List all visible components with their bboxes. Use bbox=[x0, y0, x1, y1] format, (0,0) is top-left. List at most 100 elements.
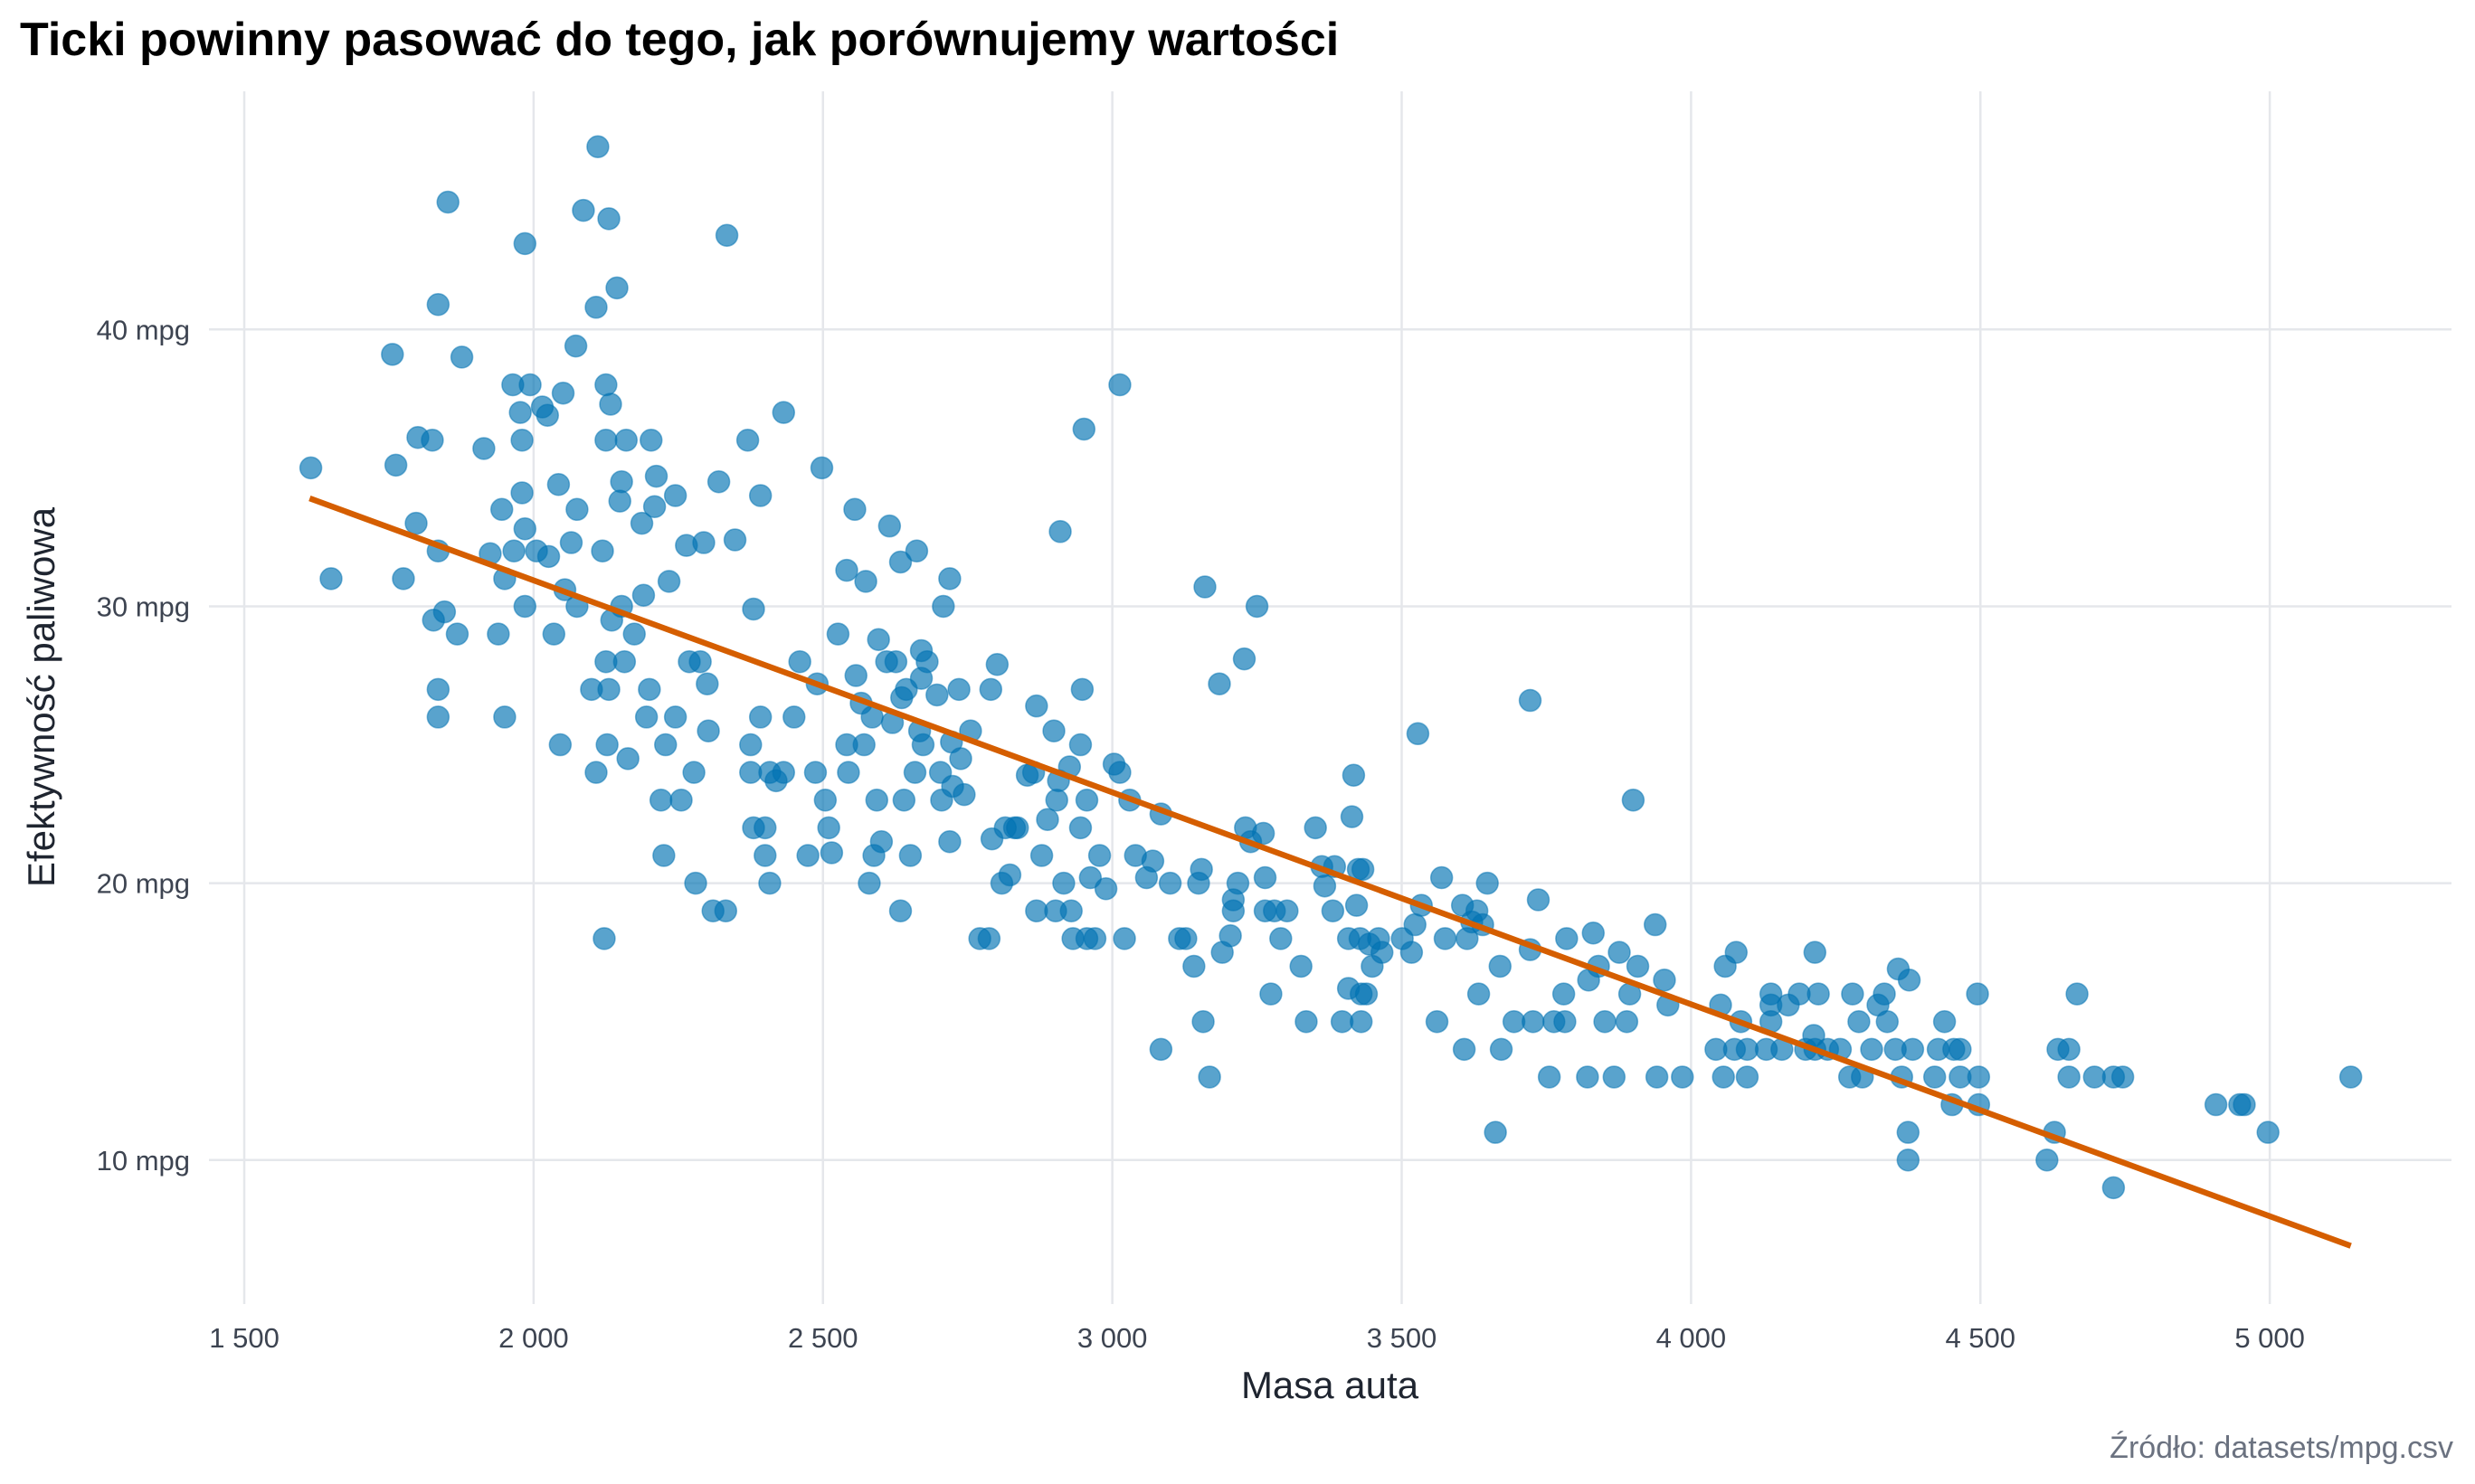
data-point bbox=[953, 782, 976, 807]
data-point bbox=[1488, 954, 1512, 978]
data-point bbox=[1313, 874, 1337, 898]
data-point bbox=[510, 429, 534, 452]
data-point bbox=[1219, 924, 1242, 948]
data-point bbox=[1553, 1009, 1577, 1034]
data-point bbox=[938, 567, 962, 591]
data-point bbox=[594, 373, 618, 397]
data-point bbox=[1403, 912, 1427, 937]
data-point bbox=[612, 649, 637, 674]
data-point bbox=[2110, 1065, 2135, 1089]
data-point bbox=[1602, 1065, 1626, 1089]
data-point bbox=[1108, 373, 1132, 397]
data-point bbox=[788, 649, 811, 674]
data-point bbox=[869, 829, 894, 854]
data-point bbox=[1873, 982, 1896, 1006]
data-point bbox=[404, 511, 428, 535]
data-point bbox=[593, 927, 616, 950]
data-point bbox=[905, 539, 929, 562]
data-point bbox=[877, 514, 902, 538]
data-point bbox=[1949, 1037, 1972, 1062]
data-point bbox=[616, 747, 640, 770]
data-point bbox=[888, 550, 913, 574]
data-point bbox=[1712, 1065, 1735, 1089]
data-point bbox=[884, 649, 908, 674]
data-point bbox=[1593, 1009, 1617, 1034]
data-point bbox=[299, 456, 323, 480]
data-point bbox=[1615, 1009, 1639, 1034]
data-point bbox=[852, 733, 876, 757]
data-point bbox=[858, 871, 881, 895]
data-point bbox=[502, 539, 526, 562]
data-point bbox=[1967, 1065, 1991, 1089]
data-point bbox=[1141, 849, 1165, 873]
data-point bbox=[1193, 575, 1217, 599]
data-point bbox=[1537, 1065, 1561, 1089]
data-point bbox=[640, 429, 663, 452]
data-point bbox=[1484, 1120, 1507, 1144]
data-point bbox=[597, 207, 621, 231]
data-point bbox=[1070, 677, 1095, 702]
data-point bbox=[1466, 982, 1491, 1006]
data-point bbox=[1048, 520, 1072, 544]
data-point bbox=[1526, 888, 1550, 912]
data-point bbox=[594, 429, 618, 452]
data-point bbox=[985, 653, 1010, 676]
data-point bbox=[1576, 1065, 1599, 1089]
data-point bbox=[1113, 927, 1136, 950]
data-point bbox=[599, 392, 622, 416]
data-point bbox=[715, 223, 739, 247]
data-point bbox=[1289, 954, 1313, 978]
data-point bbox=[735, 429, 760, 452]
data-point bbox=[1932, 1009, 1957, 1034]
data-point bbox=[1149, 1037, 1173, 1062]
data-point bbox=[1191, 1009, 1215, 1034]
data-point bbox=[513, 594, 537, 619]
data-point bbox=[1860, 1037, 1883, 1062]
data-point bbox=[572, 198, 595, 222]
data-point bbox=[584, 296, 608, 319]
data-point bbox=[1370, 940, 1394, 964]
data-point bbox=[1025, 694, 1048, 718]
data-point bbox=[1349, 1009, 1373, 1034]
data-point bbox=[669, 789, 693, 812]
grid bbox=[209, 91, 2451, 1304]
data-point bbox=[1078, 865, 1103, 890]
y-tick-label: 30 mpg bbox=[97, 591, 190, 622]
data-point bbox=[649, 789, 673, 812]
data-point bbox=[591, 539, 614, 562]
data-point bbox=[1304, 816, 1327, 840]
data-point bbox=[1351, 857, 1375, 882]
data-point bbox=[754, 816, 777, 840]
tick-labels: 1 500 2 000 2 500 3 000 3 500 4 000 4 500 5 000… bbox=[97, 314, 2305, 1354]
data-point bbox=[1221, 899, 1246, 922]
points bbox=[299, 135, 2363, 1200]
data-point bbox=[1806, 982, 1830, 1006]
data-point bbox=[1174, 927, 1198, 950]
data-point bbox=[493, 705, 517, 729]
data-point bbox=[1083, 927, 1107, 950]
data-point bbox=[584, 761, 608, 784]
data-point bbox=[1068, 733, 1093, 757]
x-tick-label: 1 500 bbox=[209, 1322, 280, 1354]
data-point bbox=[748, 484, 773, 507]
data-point bbox=[1208, 672, 1231, 695]
data-point bbox=[548, 733, 573, 757]
data-point bbox=[1190, 857, 1213, 882]
data-point bbox=[688, 649, 712, 674]
data-point bbox=[1108, 761, 1132, 784]
data-point bbox=[1226, 871, 1250, 895]
data-point bbox=[1724, 940, 1749, 964]
data-point bbox=[654, 733, 678, 757]
data-point bbox=[608, 489, 631, 513]
data-point bbox=[772, 761, 796, 784]
data-point bbox=[1475, 871, 1499, 895]
data-point bbox=[1645, 1065, 1669, 1089]
data-point bbox=[742, 597, 765, 621]
data-point bbox=[1581, 921, 1606, 945]
trend-line-group bbox=[308, 496, 2352, 1249]
data-point bbox=[1354, 982, 1379, 1006]
data-point bbox=[898, 844, 923, 867]
data-point bbox=[903, 761, 927, 784]
data-point bbox=[586, 135, 610, 158]
data-point bbox=[634, 705, 659, 729]
